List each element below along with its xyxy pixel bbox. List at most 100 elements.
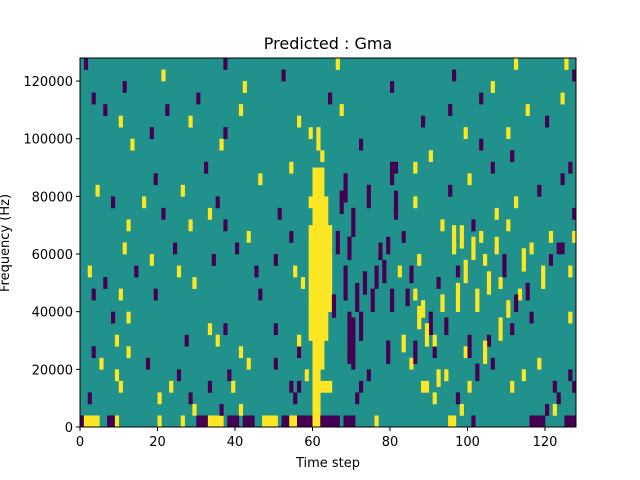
plot-frame [79, 57, 577, 428]
heatmap-cell [548, 254, 554, 266]
heatmap-cell [293, 265, 298, 278]
heatmap-cell [219, 138, 224, 151]
heatmap-cell [320, 167, 325, 370]
heatmap-cell [95, 184, 100, 197]
heatmap-cell [114, 369, 120, 382]
heatmap-cell [273, 415, 278, 428]
heatmap-cell [494, 207, 499, 220]
heatmap-cell [157, 415, 162, 428]
heatmap-cell [223, 219, 228, 232]
heatmap-cell [262, 415, 267, 428]
heatmap-cell [211, 254, 216, 266]
heatmap-cell [289, 161, 294, 174]
heatmap-cell [393, 190, 399, 214]
heatmap-cell [331, 294, 337, 318]
heatmap-cell [525, 282, 530, 301]
heatmap-cell [211, 415, 216, 428]
heatmap-cell [95, 415, 100, 428]
heatmap-cell [289, 230, 294, 243]
heatmap-cell [328, 415, 333, 428]
heatmap-cell [126, 219, 131, 232]
heatmap-cell [207, 380, 213, 393]
heatmap-cell [188, 392, 193, 405]
heatmap-cell [424, 380, 430, 393]
heatmap-cell [529, 311, 534, 324]
heatmap-cell [494, 236, 499, 255]
heatmap-cell [568, 415, 573, 428]
heatmap-cell [300, 415, 306, 428]
heatmap-cell [568, 265, 573, 278]
heatmap-cell [417, 305, 422, 330]
heatmap-cell [556, 242, 561, 255]
heatmap-cell [246, 230, 251, 243]
heatmap-cell [118, 288, 123, 301]
heatmap-cell [223, 127, 228, 140]
heatmap-cell [153, 288, 158, 301]
heatmap-cell [413, 288, 418, 301]
heatmap-cell [130, 138, 135, 151]
heatmap-cell [393, 161, 399, 174]
heatmap-cell [475, 363, 480, 382]
heatmap-cell [572, 69, 577, 82]
heatmap-cell [479, 230, 484, 243]
heatmap-cell [355, 392, 360, 405]
heatmap-cell [227, 415, 232, 428]
heatmap-cell [343, 265, 348, 301]
heatmap-cell [521, 248, 526, 272]
heatmap-cell [386, 340, 391, 364]
heatmap-cell [347, 415, 352, 428]
heatmap-cell [359, 311, 364, 341]
heatmap-cell [560, 92, 565, 105]
heatmap-cell [471, 236, 476, 261]
heatmap-cell [91, 346, 96, 359]
heatmap-cell [382, 259, 387, 284]
heatmap-cell [223, 58, 228, 70]
heatmap-cell [308, 127, 313, 140]
heatmap-cell [266, 415, 271, 428]
heatmap-cell [331, 415, 337, 428]
heatmap-cell [242, 81, 247, 93]
heatmap-cell [390, 81, 395, 93]
heatmap-cell [343, 173, 348, 203]
heatmap-cell [436, 277, 441, 289]
heatmap-cell [498, 277, 503, 289]
heatmap-cell [568, 161, 573, 174]
heatmap-cell [440, 294, 445, 312]
heatmap-cell [176, 369, 182, 382]
heatmap-cell [269, 415, 275, 428]
heatmap-cell [440, 219, 445, 232]
heatmap-cell [452, 225, 457, 249]
heatmap-cell [374, 415, 379, 428]
heatmap-cell [297, 415, 302, 428]
heatmap-cell [448, 104, 453, 116]
heatmap-cell [483, 254, 488, 266]
heatmap-cell [366, 184, 371, 209]
heatmap-cell [145, 357, 151, 370]
heatmap-cell [537, 184, 542, 197]
x-tick-label: 40 [227, 435, 244, 450]
heatmap-cell [506, 300, 511, 318]
chart-title: Predicted : Gma [264, 34, 392, 53]
heatmap-cell [552, 380, 557, 393]
heatmap-cell [490, 81, 495, 93]
heatmap-cell [91, 288, 96, 301]
heatmap-cell [122, 242, 127, 255]
x-tick-label: 60 [304, 435, 321, 450]
heatmap-cell [397, 265, 402, 278]
y-tick-label: 60000 [32, 248, 73, 263]
heatmap-cell [510, 150, 515, 163]
heatmap-cell [107, 415, 112, 428]
heatmap-cell [87, 265, 92, 278]
heatmap-cell [111, 415, 116, 428]
heatmap-cell [436, 369, 441, 387]
heatmap-cell [455, 265, 461, 278]
heatmap-cell [134, 265, 139, 278]
heatmap-cell [196, 92, 201, 105]
heatmap-cell [409, 357, 414, 370]
heatmap-cell [180, 415, 185, 428]
heatmap-cell [514, 58, 519, 70]
y-tick-label: 20000 [32, 363, 73, 378]
x-tick-label: 0 [76, 435, 84, 450]
heatmap-cell [463, 127, 468, 140]
heatmap-cell [227, 369, 232, 382]
